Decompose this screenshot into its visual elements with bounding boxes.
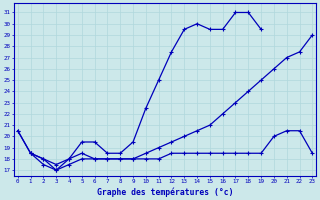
X-axis label: Graphe des températures (°c): Graphe des températures (°c) bbox=[97, 187, 233, 197]
